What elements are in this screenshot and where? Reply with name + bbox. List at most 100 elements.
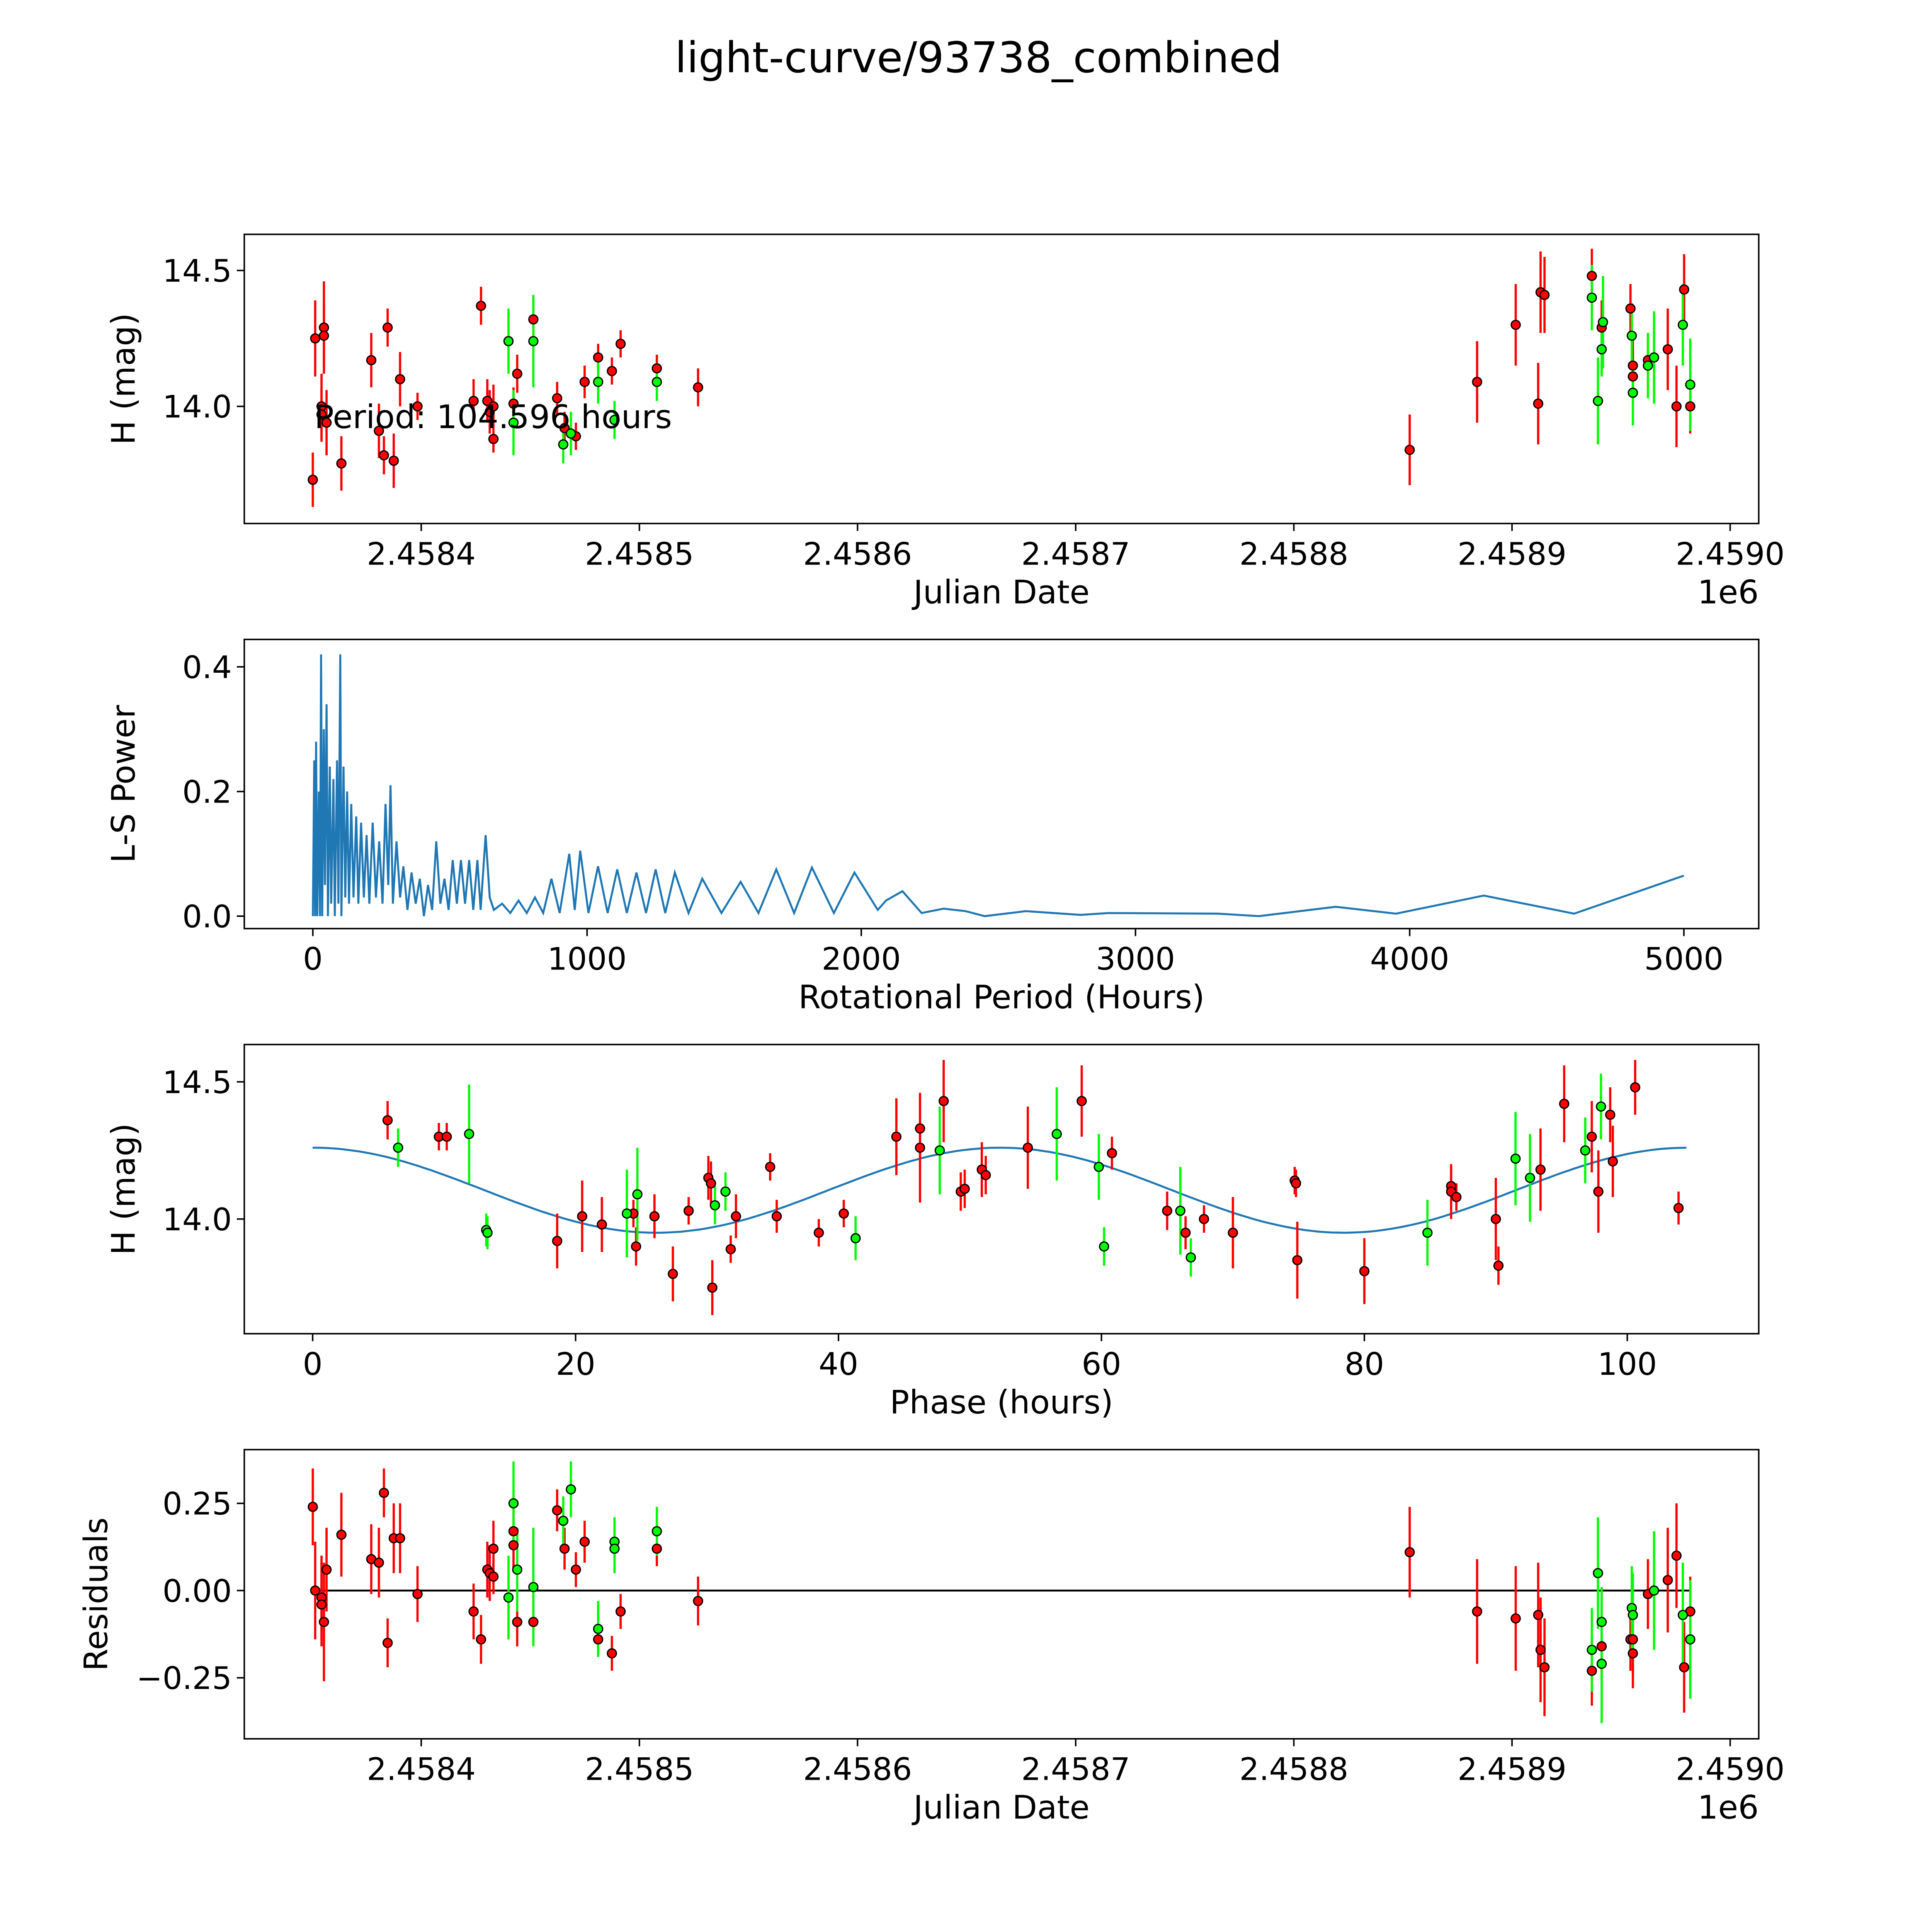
data-point-green <box>1051 1129 1062 1139</box>
periodogram-line <box>312 654 1684 917</box>
data-point-red <box>379 1488 389 1498</box>
data-point-red <box>310 1585 320 1596</box>
data-point-green <box>528 336 539 347</box>
x-tick-label: 1000 <box>548 941 627 978</box>
data-point-red <box>1593 1186 1604 1197</box>
data-point-red <box>308 474 318 485</box>
x-tick-label: 2.4586 <box>803 536 912 572</box>
data-point-green <box>1510 1153 1521 1164</box>
data-point-red <box>1533 1610 1544 1620</box>
data-point-green <box>508 1498 519 1509</box>
model-fit-curve <box>313 1146 1687 1234</box>
data-point-green <box>1422 1228 1433 1238</box>
data-point-red <box>1539 290 1550 300</box>
figure-title: light-curve/93738_combined <box>675 33 1282 82</box>
data-point-green <box>850 1233 861 1243</box>
data-point-green <box>558 1515 568 1526</box>
data-point-red <box>1628 360 1638 371</box>
data-point-green <box>482 1228 493 1238</box>
data-point-red <box>528 1617 539 1627</box>
data-point-red <box>321 1564 332 1575</box>
x-tick-label: 4000 <box>1370 941 1449 978</box>
data-point-green <box>1628 388 1638 398</box>
data-point-red <box>382 322 393 333</box>
axes-frame <box>243 1449 1760 1740</box>
x-offset-label: 1e6 <box>1697 1788 1759 1826</box>
data-point-red <box>725 1244 736 1255</box>
data-point-red <box>488 401 499 412</box>
y-tick-label: 0.25 <box>162 1486 232 1522</box>
data-point-red <box>693 1596 703 1606</box>
x-tick-label: 80 <box>1345 1346 1384 1383</box>
data-point-red <box>559 1543 570 1554</box>
y-tick-label: 14.5 <box>162 253 232 289</box>
x-tick-label: 2.4587 <box>1021 1751 1130 1787</box>
data-point-red <box>959 1184 970 1194</box>
data-point-red <box>771 1211 782 1221</box>
x-axis-label: Julian Date <box>912 573 1090 611</box>
data-point-green <box>609 415 620 425</box>
data-point-green <box>1626 330 1637 341</box>
data-point-red <box>1472 1606 1482 1617</box>
y-tick-label: −0.25 <box>136 1660 232 1697</box>
data-point-green <box>1099 1241 1109 1252</box>
data-point-red <box>1679 1662 1689 1673</box>
y-axis-label: H (mag) <box>104 313 142 445</box>
axes-frame <box>243 638 1760 930</box>
data-point-red <box>1587 1665 1597 1676</box>
y-tick-label: 0.00 <box>162 1573 232 1609</box>
data-point-red <box>488 1543 499 1554</box>
data-point-red <box>1228 1228 1238 1238</box>
data-point-green <box>566 428 576 439</box>
data-point-green <box>593 1624 604 1634</box>
data-point-red <box>1539 1662 1550 1673</box>
data-point-red <box>1628 1634 1638 1645</box>
panel-ph: 0 20 40 60 80 100 14.0 14.5 Phase (hours) H (mag) <box>104 1044 1760 1421</box>
panel-lc: 2.4584 2.4585 2.4586 2.4587 2.4588 2.4589 2.45… <box>104 233 1785 611</box>
data-point-red <box>412 1589 423 1599</box>
data-point-red <box>649 1211 660 1221</box>
data-point-red <box>571 1564 581 1575</box>
data-point-red <box>1493 1260 1504 1271</box>
data-point-red <box>336 458 347 469</box>
data-point-green <box>1587 293 1597 303</box>
data-point-green <box>1175 1206 1185 1216</box>
data-point-red <box>1472 377 1482 387</box>
x-tick-label: 2.4585 <box>585 536 694 572</box>
data-point-red <box>1162 1206 1172 1216</box>
plot-area <box>308 1461 1696 1723</box>
data-point-green <box>512 1564 522 1575</box>
panel-res: 2.4584 2.4585 2.4586 2.4587 2.4588 2.4589 2.45… <box>77 1449 1785 1826</box>
data-point-red <box>1292 1255 1303 1265</box>
data-point-red <box>915 1142 925 1153</box>
data-point-red <box>374 425 384 436</box>
data-point-green <box>1596 344 1607 355</box>
x-tick-label: 2.4585 <box>585 1751 694 1787</box>
data-point-red <box>607 1648 617 1659</box>
x-axis-label: Julian Date <box>912 1788 1090 1826</box>
data-point-red <box>1679 284 1689 295</box>
data-point-red <box>316 409 327 420</box>
data-point-green <box>1596 1617 1607 1627</box>
data-point-red <box>468 1606 479 1617</box>
data-point-red <box>552 1236 563 1246</box>
data-point-green <box>1685 1634 1696 1645</box>
data-point-green <box>1185 1252 1196 1263</box>
data-point-red <box>476 1634 486 1645</box>
data-point-green <box>934 1145 945 1156</box>
period-annotation: Period: 104.596 hours <box>314 398 672 436</box>
data-point-red <box>1685 401 1696 412</box>
data-point-green <box>1593 396 1603 406</box>
data-point-green <box>508 417 519 428</box>
data-point-green <box>1598 317 1608 327</box>
x-tick-label: 2.4588 <box>1239 1751 1348 1787</box>
data-point-red <box>683 1206 694 1216</box>
plot-area <box>312 654 1684 917</box>
x-tick-label: 2.4590 <box>1676 536 1785 572</box>
data-point-red <box>379 450 389 461</box>
data-point-green <box>622 1208 632 1219</box>
data-point-red <box>412 401 423 412</box>
data-point-red <box>508 398 519 409</box>
x-tick-label: 2.4589 <box>1458 1751 1566 1787</box>
x-tick-label: 2.4584 <box>367 536 476 572</box>
